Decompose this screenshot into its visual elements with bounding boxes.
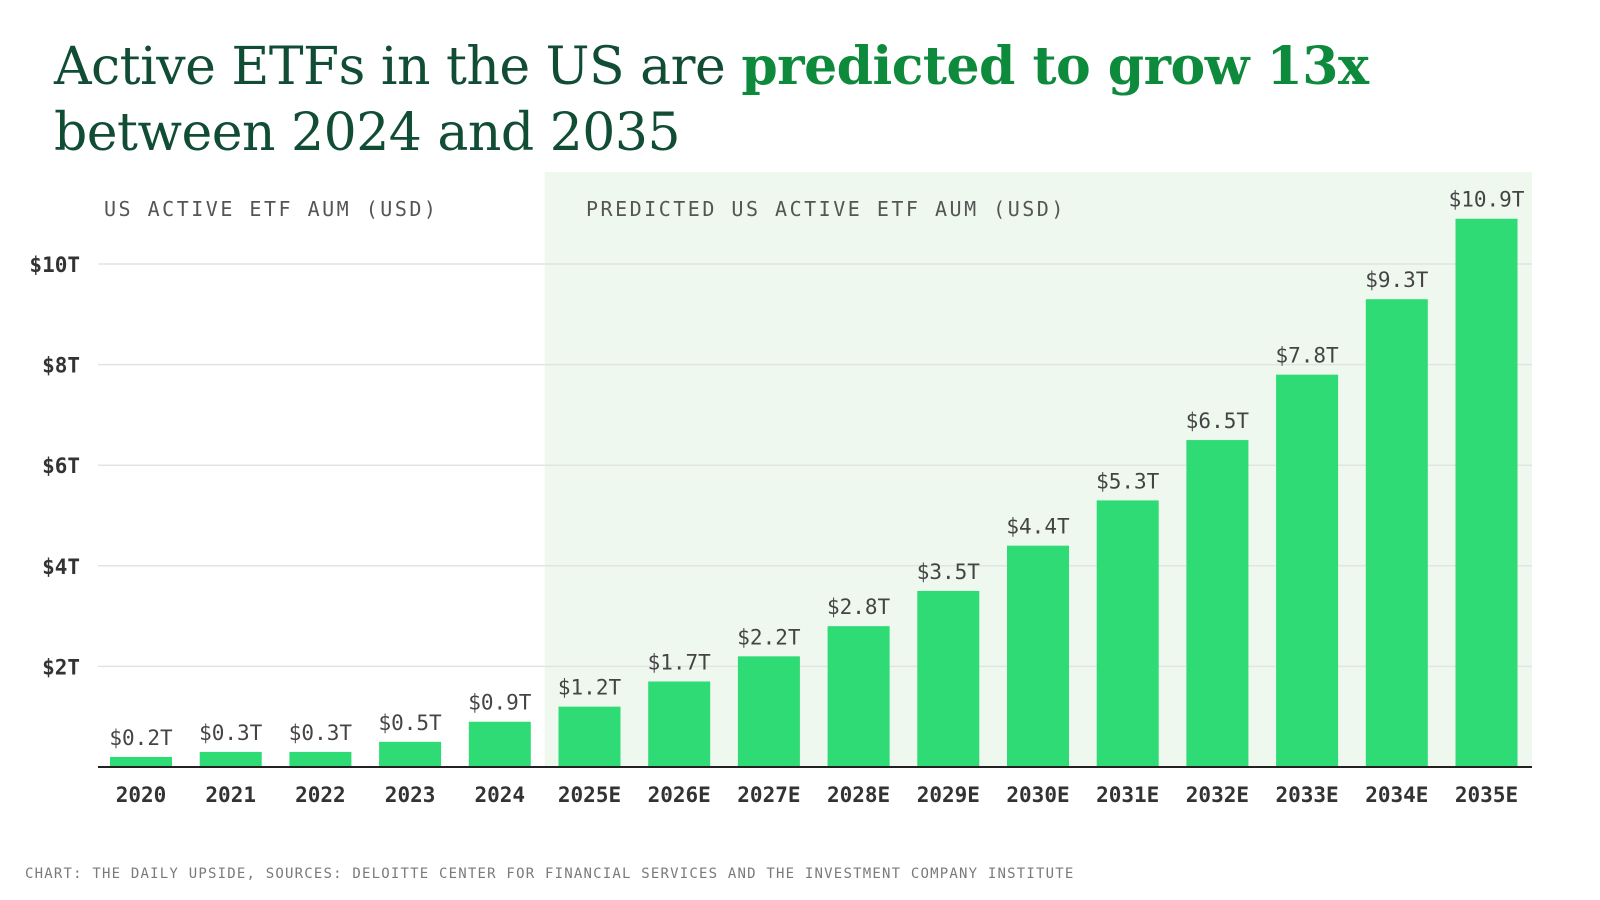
bar-2034e [1365, 299, 1428, 767]
y-tick-label: $4T [42, 555, 80, 579]
y-tick-label: $10T [29, 253, 80, 277]
x-tick-label: 2031E [1096, 783, 1159, 807]
bar-2025e [558, 706, 621, 767]
value-label: $0.2T [109, 726, 173, 750]
bar-2030e [1007, 545, 1069, 767]
predicted-region-label: PREDICTED US ACTIVE ETF AUM (USD) [586, 197, 1066, 221]
value-label: $0.9T [468, 691, 532, 715]
bar-2027e [737, 656, 800, 767]
bar-2021 [199, 751, 262, 767]
value-label: $9.3T [1365, 268, 1429, 292]
y-tick-label: $6T [42, 454, 80, 478]
value-labels: $0.2T $0.3T $0.3T $0.5T $0.9T $1.2T $1.7T $2.2T… [109, 188, 1524, 750]
bar-2023 [379, 741, 442, 767]
value-label: $0.3T [289, 721, 353, 745]
value-label: $0.5T [378, 711, 442, 735]
bar-2033e [1276, 374, 1339, 767]
x-tick-label: 2026E [648, 783, 711, 807]
value-label: $2.8T [827, 595, 891, 619]
x-tick-label: 2021 [205, 783, 256, 807]
value-label: $7.8T [1275, 344, 1339, 368]
value-label: $6.5T [1186, 409, 1250, 433]
title-highlight: predicted to grow 13x [741, 36, 1369, 97]
source-note: CHART: THE DAILY UPSIDE, SOURCES: DELOIT… [25, 866, 1075, 882]
value-label: $1.2T [558, 676, 622, 700]
value-label: $4.4T [1006, 515, 1070, 539]
value-label: $5.3T [1096, 469, 1160, 493]
value-label: $2.2T [737, 625, 801, 649]
value-label: $1.7T [648, 650, 712, 674]
value-label: $0.3T [199, 721, 263, 745]
x-tick-label: 2027E [737, 783, 800, 807]
bar-2028e [827, 626, 890, 767]
chart-title: Active ETFs in the US are predicted to g… [54, 34, 1554, 166]
bar-2020 [110, 756, 172, 767]
bar-2029e [917, 590, 980, 767]
x-tick-label: 2033E [1275, 783, 1338, 807]
y-tick-label: $2T [42, 655, 80, 679]
bars [110, 218, 1518, 768]
x-tick-label: 2034E [1365, 783, 1428, 807]
bar-2024 [468, 721, 531, 767]
x-axis-tick-labels: 2020 2021 2022 2023 2024 2025E 2026E 2027E 2028E… [116, 783, 1518, 807]
bar-2031e [1096, 500, 1159, 767]
x-tick-label: 2025E [558, 783, 621, 807]
value-label: $10.9T [1449, 188, 1525, 212]
x-tick-label: 2024 [475, 783, 526, 807]
x-tick-label: 2030E [1006, 783, 1069, 807]
bar-2022 [289, 751, 352, 767]
title-part-1: Active ETFs in the US are [54, 37, 742, 97]
x-tick-label: 2020 [116, 783, 167, 807]
y-axis-tick-labels: $2T $4T $6T $8T $10T [29, 253, 80, 679]
actual-region-label: US ACTIVE ETF AUM (USD) [104, 197, 438, 221]
bar-2035e [1455, 218, 1518, 768]
value-label: $3.5T [917, 560, 981, 584]
title-part-2: between 2024 and 2035 [54, 103, 681, 163]
x-tick-label: 2029E [917, 783, 980, 807]
x-tick-label: 2022 [295, 783, 346, 807]
x-tick-label: 2032E [1186, 783, 1249, 807]
y-tick-label: $8T [42, 354, 80, 378]
bar-2032e [1186, 440, 1249, 767]
x-tick-label: 2035E [1455, 783, 1518, 807]
x-tick-label: 2028E [827, 783, 890, 807]
x-tick-label: 2023 [385, 783, 436, 807]
bar-2026e [648, 681, 711, 767]
